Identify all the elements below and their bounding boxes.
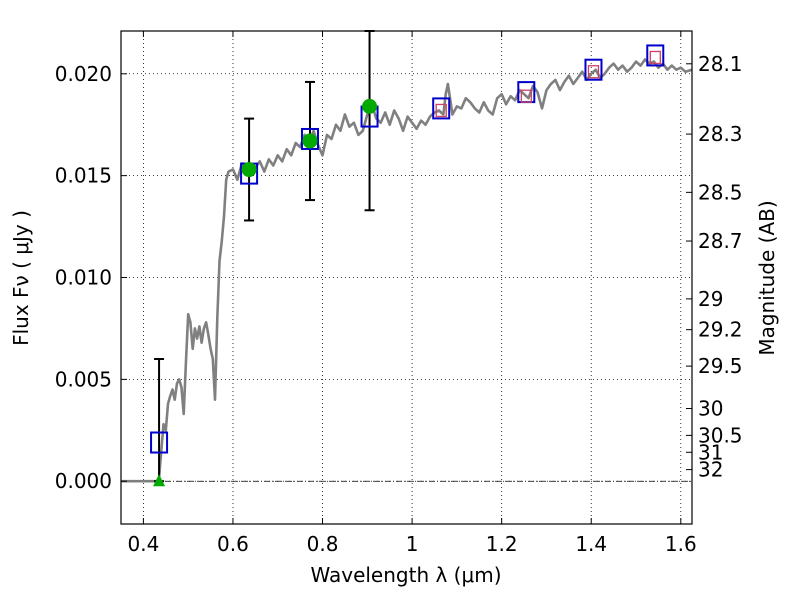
magnitude-axis-label: Magnitude (AB): [755, 200, 779, 355]
magnitude-tick-label: 28.3: [698, 122, 743, 146]
model-spectrum: [121, 58, 693, 483]
x-tick-label: 1.6: [665, 532, 697, 556]
magnitude-tick-label: 30: [698, 396, 723, 420]
y-tick-label: 0.015: [55, 164, 112, 188]
magnitude-tick-label: 29.5: [698, 354, 743, 378]
magnitude-tick-label: 32: [698, 458, 723, 482]
model-marker: [649, 50, 661, 65]
y-tick-label: 0.020: [55, 62, 112, 86]
x-axis-ticks: 0.4 0.6 0.8 1 1.2 1.4 1.6: [127, 31, 697, 556]
plot-frame: [120, 30, 693, 525]
photometry-square: [150, 431, 169, 454]
magnitude-tick-label: 29: [698, 287, 723, 311]
photometry-square: [646, 44, 665, 67]
x-tick-label: 0.8: [307, 532, 339, 556]
magnitude-tick-label: 28.1: [698, 52, 743, 76]
photometry-square: [432, 97, 451, 120]
model-markers: [435, 50, 661, 118]
measurement-point: [241, 162, 257, 178]
y-axis-label: Flux Fν ( μJy ): [9, 210, 33, 346]
x-tick-label: 1.4: [575, 532, 607, 556]
x-tick-label: 1: [406, 532, 419, 556]
measurement-point: [362, 98, 378, 114]
magnitude-tick-label: 30.5: [698, 423, 743, 447]
model-marker: [435, 103, 447, 118]
y-tick-label: 0.005: [55, 367, 112, 391]
magnitude-tick-label: 28.5: [698, 180, 743, 204]
spectrum-line: [121, 58, 693, 483]
y-tick-label: 0.000: [55, 469, 112, 493]
y-axis-ticks: 0.000 0.005 0.010 0.015 0.020: [55, 62, 127, 493]
model-marker: [520, 89, 532, 103]
upper-limit-marker: [153, 474, 166, 487]
measurement-points: [153, 98, 378, 487]
x-tick-label: 0.6: [217, 532, 249, 556]
photometry-square: [584, 58, 603, 81]
photometry-square: [300, 127, 319, 150]
x-axis-label: Wavelength λ (μm): [310, 563, 501, 587]
photometry-squares: [150, 44, 665, 454]
measurement-point: [302, 133, 318, 149]
x-tick-label: 1.2: [486, 532, 518, 556]
magnitude-tick-label: 31: [698, 440, 723, 464]
error-bars: [154, 30, 375, 483]
x-tick-label: 0.4: [127, 532, 159, 556]
grid: [121, 31, 692, 524]
magnitude-tick-label: 28.7: [698, 229, 743, 253]
magnitude-tick-label: 29.2: [698, 318, 743, 342]
model-marker: [587, 65, 600, 79]
y-tick-label: 0.010: [55, 266, 112, 290]
